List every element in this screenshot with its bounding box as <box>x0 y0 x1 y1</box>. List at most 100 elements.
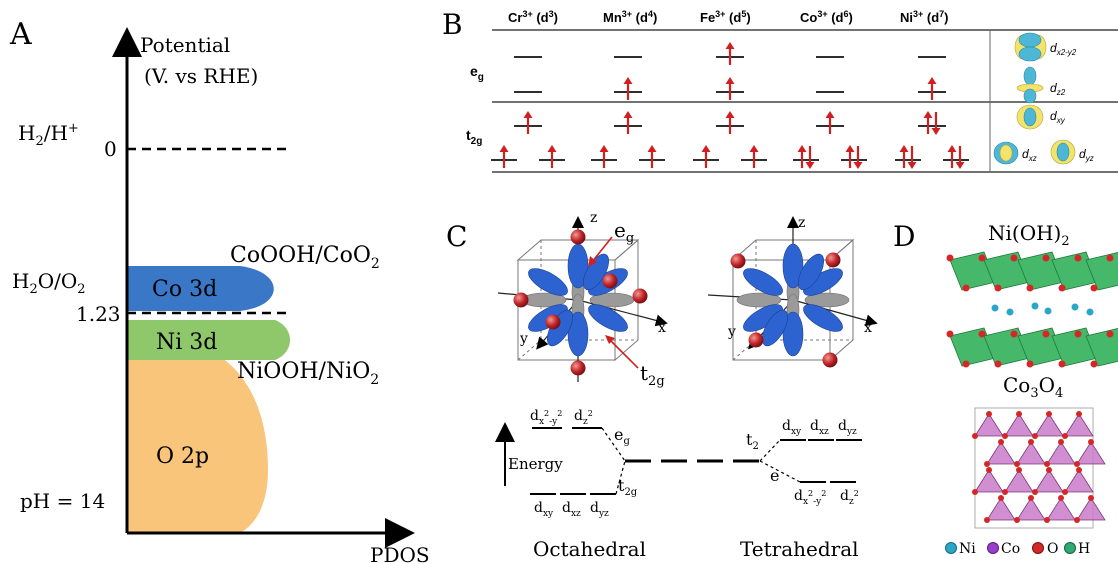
oxygen-atom <box>1032 489 1038 495</box>
oxygen-atom <box>1014 517 1020 523</box>
dxy-orbital-icon <box>1016 104 1044 130</box>
o-legend-dot <box>1032 542 1044 554</box>
oxygen-atom <box>1042 254 1050 262</box>
h2o-label: H2O/O2 <box>12 269 86 297</box>
eg-row-label: eg <box>470 63 484 83</box>
oxygen-atom <box>1010 330 1018 338</box>
oct-x-label: x <box>658 320 666 336</box>
orbital-icons <box>993 32 1076 165</box>
ph-label: pH = 14 <box>20 489 105 513</box>
ion-header-fe: Fe3+ (d5) <box>700 9 751 25</box>
zero-tick-label: 0 <box>104 137 117 161</box>
ligand-atom <box>822 352 838 368</box>
x-axis-label: PDOS <box>370 543 430 564</box>
dz2-orbital-icon <box>1016 66 1044 104</box>
oxygen-atom <box>1042 330 1050 338</box>
oxygen-atom <box>1058 495 1064 501</box>
oxygen-atom <box>962 360 970 368</box>
electron-up-arrow <box>725 77 735 100</box>
oxygen-atom <box>972 433 978 439</box>
co-polyhedron <box>1064 469 1094 493</box>
electron-up-arrow <box>623 111 633 134</box>
dyz-label: dyz <box>1079 147 1094 163</box>
oxygen-atom <box>978 330 986 338</box>
electron-up-arrow <box>899 145 909 168</box>
co3o4-title: Co3O4 <box>1003 373 1063 401</box>
hydrogen-atom <box>1044 307 1052 315</box>
niooh-label: NiOOH/NiO2 <box>237 359 379 388</box>
oct-dyz-label: dyz <box>590 500 609 519</box>
oct-dz2-label: dz2 <box>574 408 593 427</box>
tet-dz2-label: dz2 <box>840 488 859 507</box>
co-polyhedron <box>974 413 1004 437</box>
oxygen-atom <box>1044 517 1050 523</box>
oxygen-atom <box>1106 254 1114 262</box>
oxygen-atom <box>998 495 1004 501</box>
tet-blue-lobe <box>743 268 783 296</box>
oxygen-atom <box>994 360 1002 368</box>
t2g-pointer-head <box>605 335 615 344</box>
oxygen-atom <box>946 254 954 262</box>
oxygen-atom <box>978 254 986 262</box>
electron-up-arrow <box>523 111 533 134</box>
orbital-labels: dx2-y2 dz2 dxy dxz dyz <box>1022 41 1094 163</box>
oxygen-atom <box>1088 495 1094 501</box>
oxygen-atom <box>998 439 1004 445</box>
oxygen-atom <box>1044 461 1050 467</box>
tet-dxz-label: dxz <box>810 418 829 437</box>
h-legend-label: H <box>1078 541 1090 557</box>
h2-label: H2/H+ <box>18 121 79 149</box>
co-polyhedron <box>1034 469 1064 493</box>
h-legend-dot <box>1064 542 1076 554</box>
oct-blue-lobe <box>588 304 628 332</box>
hydrogen-atom <box>1006 308 1014 316</box>
oct-eg-level-label: eg <box>614 425 630 447</box>
electron-up-arrow <box>547 145 557 168</box>
octahedral-label: Octahedral <box>533 537 646 561</box>
atom-legend: Ni Co O H <box>945 541 1090 557</box>
oxygen-atom <box>1010 254 1018 262</box>
splitting-lines <box>601 427 801 495</box>
electron-up-arrow <box>749 145 759 168</box>
electron-up-arrow <box>647 145 657 168</box>
oxygen-atom <box>1106 330 1114 338</box>
oct-dx2y2-label: dx2-y2 <box>530 408 562 427</box>
nioh2-crystal-structure <box>946 251 1118 368</box>
tetrahedral-label: Tetrahedral <box>740 537 859 561</box>
oxygen-atom <box>962 284 970 292</box>
tet-e-label: e <box>770 466 779 485</box>
ni-3d-label: Ni 3d <box>156 330 217 355</box>
oxygen-atom <box>1062 433 1068 439</box>
co-polyhedron <box>1046 441 1076 465</box>
oxygen-atom <box>1002 433 1008 439</box>
tet-dxy-label: dxy <box>782 418 802 437</box>
oxygen-atom <box>1076 467 1082 473</box>
eg-annotation: eg <box>614 218 634 246</box>
eg-pointer-head <box>588 256 597 267</box>
y-axis-label-2: (V. vs RHE) <box>144 64 258 88</box>
o-legend-label: O <box>1047 541 1058 557</box>
co-polyhedron <box>1076 497 1106 521</box>
co-polyhedron <box>1034 413 1064 437</box>
ni-legend-label: Ni <box>959 541 976 557</box>
oxygen-atom <box>1032 433 1038 439</box>
ligand-atom <box>632 288 648 304</box>
ion-header-ni: Ni3+ (d7) <box>900 9 949 25</box>
oxygen-atom <box>1058 439 1064 445</box>
tet-grey-lobe <box>804 292 850 308</box>
tet-blue-lobe <box>803 304 843 332</box>
electron-up-arrow <box>927 77 937 100</box>
oxygen-atom <box>1058 284 1066 292</box>
dxz-label: dxz <box>1022 147 1037 163</box>
co-polyhedron <box>974 469 1004 493</box>
oxygen-atom <box>1016 411 1022 417</box>
electron-up-arrow <box>845 145 855 168</box>
electron-up-arrow <box>599 145 609 168</box>
ligand-atom <box>825 252 841 268</box>
ion-header-co: Co3+ (d6) <box>800 9 853 25</box>
cooh-label: CoOOH/CoO2 <box>230 243 380 272</box>
axis-letters: z x y z x y <box>519 210 872 347</box>
electron-configurations <box>491 42 969 169</box>
dx2y2-label: dx2-y2 <box>1050 41 1077 57</box>
oct-dxy-label: dxy <box>534 500 554 519</box>
